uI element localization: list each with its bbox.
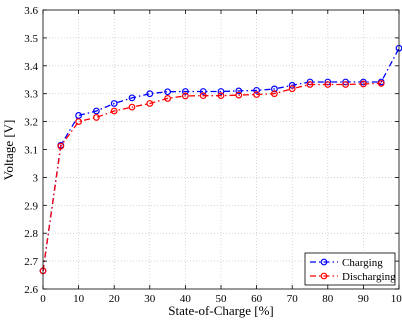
- discharging-point: [92, 114, 100, 121]
- discharging-point: [57, 142, 65, 150]
- discharging-point: [181, 92, 189, 100]
- discharging-point: [164, 95, 172, 102]
- charging-point: [110, 100, 118, 107]
- charging-point: [146, 90, 154, 98]
- charging-point: [253, 86, 261, 94]
- discharging-point: [253, 91, 261, 98]
- charging-point: [360, 78, 367, 86]
- legend-charging-label: Charging: [342, 257, 383, 269]
- discharging-point: [110, 107, 118, 115]
- charging-point: [235, 87, 243, 95]
- y-tick-label: 3.6: [24, 5, 38, 17]
- legend-box: [304, 252, 396, 286]
- tick-labels: 0 10 20 30 40 50 60 70 80 90 100 2.6 2.7 2.8 2.9 3 3.1 3.…: [24, 5, 402, 305]
- y-tick-label: 2.6: [24, 284, 38, 296]
- discharging-point: [324, 81, 332, 88]
- y-tick-label: 3.2: [24, 117, 38, 129]
- discharging-point: [377, 79, 385, 87]
- discharging-point: [271, 90, 278, 98]
- discharging-point: [199, 92, 207, 100]
- x-tick-label: 60: [251, 293, 263, 305]
- discharging-point: [342, 81, 350, 88]
- charging-point: [92, 107, 100, 115]
- y-tick-label: 2.9: [24, 200, 38, 212]
- legend: Charging Discharging: [304, 252, 396, 286]
- discharging-point: [128, 103, 136, 111]
- charging-point: [217, 88, 225, 95]
- y-tick-label: 3.4: [24, 61, 38, 73]
- charging-point: [271, 85, 278, 93]
- y-tick-label: 3.5: [24, 33, 38, 45]
- x-tick-label: 30: [144, 293, 156, 305]
- x-axis-title: State-of-Charge [%]: [168, 303, 274, 318]
- x-tick-label: 10: [73, 293, 85, 305]
- charging-point: [199, 88, 207, 95]
- y-tick-label: 3.1: [24, 145, 38, 157]
- y-axis-title: Voltage [V]: [1, 120, 16, 181]
- ticks: [42, 9, 400, 290]
- discharging-point: [75, 118, 82, 125]
- legend-discharging-label: Discharging: [342, 271, 396, 283]
- x-tick-label: 80: [322, 293, 334, 305]
- charging-point: [128, 94, 136, 102]
- y-tick-label: 2.8: [24, 228, 38, 240]
- x-tick-label: 70: [287, 293, 299, 305]
- charging-point: [164, 88, 172, 96]
- y-tick-label: 2.7: [24, 256, 38, 268]
- x-tick-label: 50: [216, 293, 228, 305]
- legend-discharging-marker: [320, 272, 328, 280]
- x-tick-label: 20: [109, 293, 121, 305]
- y-tick-label: 3: [33, 172, 39, 184]
- x-tick-label: 0: [40, 293, 46, 305]
- legend-charging-marker: [320, 258, 328, 266]
- series-layer: [39, 44, 402, 275]
- discharging-point: [360, 80, 367, 88]
- x-tick-label: 90: [358, 293, 370, 305]
- charging-point: [181, 88, 189, 95]
- x-tick-label: 40: [180, 293, 192, 305]
- legend-entries: Charging Discharging: [310, 257, 396, 283]
- discharging-point: [288, 85, 296, 93]
- x-tick-label: 100: [391, 293, 402, 305]
- discharging-point: [146, 100, 154, 107]
- y-tick-label: 3.3: [24, 89, 38, 101]
- discharging-point: [306, 81, 314, 88]
- discharging-point: [235, 91, 243, 99]
- discharging-point: [217, 92, 225, 100]
